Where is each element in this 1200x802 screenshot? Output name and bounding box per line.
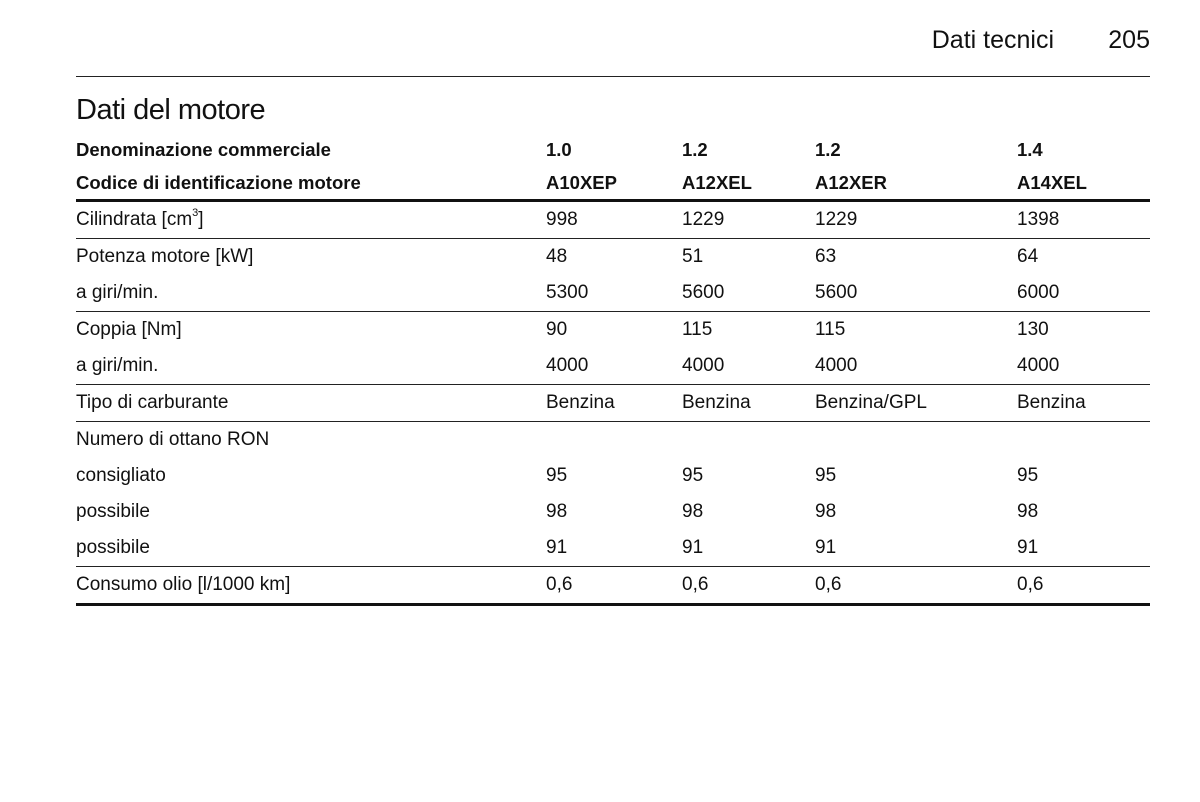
table-header-row-engine-code: Codice di identificazione motore A10XEP … [76, 166, 1150, 202]
table-cell: 95 [815, 465, 837, 486]
table-cell: 98 [1017, 501, 1039, 522]
table-cell: 98 [682, 501, 704, 522]
table-cell: Benzina [682, 392, 751, 413]
header-label: Denominazione commerciale [76, 138, 331, 160]
header-cell: 1.2 [682, 138, 708, 160]
table-cell: 0,6 [546, 574, 573, 595]
table-cell: Benzina [1017, 392, 1086, 413]
table-row: Potenza motore [kW] 48 51 63 64 [76, 239, 1150, 275]
table-header-row-trade-name: Denominazione commerciale 1.0 1.2 1.2 1.… [76, 133, 1150, 166]
superscript: 3 [192, 207, 199, 219]
table-cell: 48 [546, 246, 568, 267]
row-label: a giri/min. [76, 355, 159, 376]
table-row: Tipo di carburante Benzina Benzina Benzi… [76, 385, 1150, 422]
table-cell: 95 [682, 465, 704, 486]
page-title: Dati del motore [76, 94, 266, 126]
table-cell: Benzina [546, 392, 615, 413]
table-cell: 0,6 [815, 574, 842, 595]
table-cell: 5600 [815, 282, 858, 303]
header-rule [76, 76, 1150, 77]
table-cell: 6000 [1017, 282, 1060, 303]
row-label: Potenza motore [kW] [76, 246, 254, 267]
header-cell: 1.2 [815, 138, 841, 160]
row-label: possibile [76, 537, 150, 558]
table-row: possibile 98 98 98 98 [76, 494, 1150, 530]
row-label-text: Cilindrata [cm [76, 209, 193, 230]
table-cell: 63 [815, 246, 837, 267]
table-cell: 91 [815, 537, 837, 558]
table-cell: 5600 [682, 282, 725, 303]
header-cell: A12XER [815, 171, 887, 193]
row-label: Consumo olio [l/1000 km] [76, 574, 291, 595]
table-cell: 51 [682, 246, 704, 267]
row-label: a giri/min. [76, 282, 159, 303]
table-cell: 4000 [546, 355, 589, 376]
row-label: possibile [76, 501, 150, 522]
header-cell: A14XEL [1017, 171, 1087, 193]
row-label: Numero di ottano RON [76, 429, 270, 450]
header-cell: A12XEL [682, 171, 752, 193]
table-cell: 998 [546, 209, 578, 230]
row-label: consigliato [76, 465, 166, 486]
table-row: Coppia [Nm] 90 115 115 130 [76, 312, 1150, 348]
table-cell: 0,6 [1017, 574, 1044, 595]
header-cell: 1.0 [546, 138, 572, 160]
page-header: Dati tecnici 205 [76, 24, 1150, 74]
table-cell: 95 [1017, 465, 1039, 486]
header-cell: A10XEP [546, 171, 617, 193]
table-row: Consumo olio [l/1000 km] 0,6 0,6 0,6 0,6 [76, 567, 1150, 606]
table-cell: 91 [546, 537, 568, 558]
header-cell: 1.4 [1017, 138, 1043, 160]
table-cell: 130 [1017, 319, 1049, 340]
row-label: Cilindrata [cm3] [76, 207, 204, 231]
table-cell: 1229 [815, 209, 858, 230]
table-cell: 115 [682, 319, 713, 340]
table-cell: 98 [546, 501, 568, 522]
page-number: 205 [1108, 26, 1150, 54]
table-cell: 91 [1017, 537, 1039, 558]
table-cell: 98 [815, 501, 837, 522]
table-cell: 95 [546, 465, 568, 486]
table-row: a giri/min. 5300 5600 5600 6000 [76, 275, 1150, 312]
row-label-end: ] [198, 209, 204, 230]
table-cell: Benzina/GPL [815, 392, 927, 413]
table-row: a giri/min. 4000 4000 4000 4000 [76, 348, 1150, 385]
table-cell: 90 [546, 319, 568, 340]
table-cell: 5300 [546, 282, 589, 303]
table-row: possibile 91 91 91 91 [76, 530, 1150, 567]
row-label: Coppia [Nm] [76, 319, 182, 340]
table-cell: 91 [682, 537, 704, 558]
header-label: Codice di identificazione motore [76, 171, 361, 193]
table-cell: 4000 [815, 355, 858, 376]
table-row: consigliato 95 95 95 95 [76, 458, 1150, 494]
table-cell: 0,6 [682, 574, 709, 595]
table-cell: 4000 [682, 355, 725, 376]
table-cell: 64 [1017, 246, 1039, 267]
table-row: Cilindrata [cm3] 998 1229 1229 1398 [76, 202, 1150, 239]
engine-spec-table: Denominazione commerciale 1.0 1.2 1.2 1.… [76, 133, 1150, 606]
table-cell: 1398 [1017, 209, 1060, 230]
table-row: Numero di ottano RON [76, 422, 1150, 458]
table-cell: 115 [815, 319, 846, 340]
table-cell: 4000 [1017, 355, 1060, 376]
row-label: Tipo di carburante [76, 392, 229, 413]
section-title: Dati tecnici [931, 26, 1054, 54]
table-cell: 1229 [682, 209, 725, 230]
